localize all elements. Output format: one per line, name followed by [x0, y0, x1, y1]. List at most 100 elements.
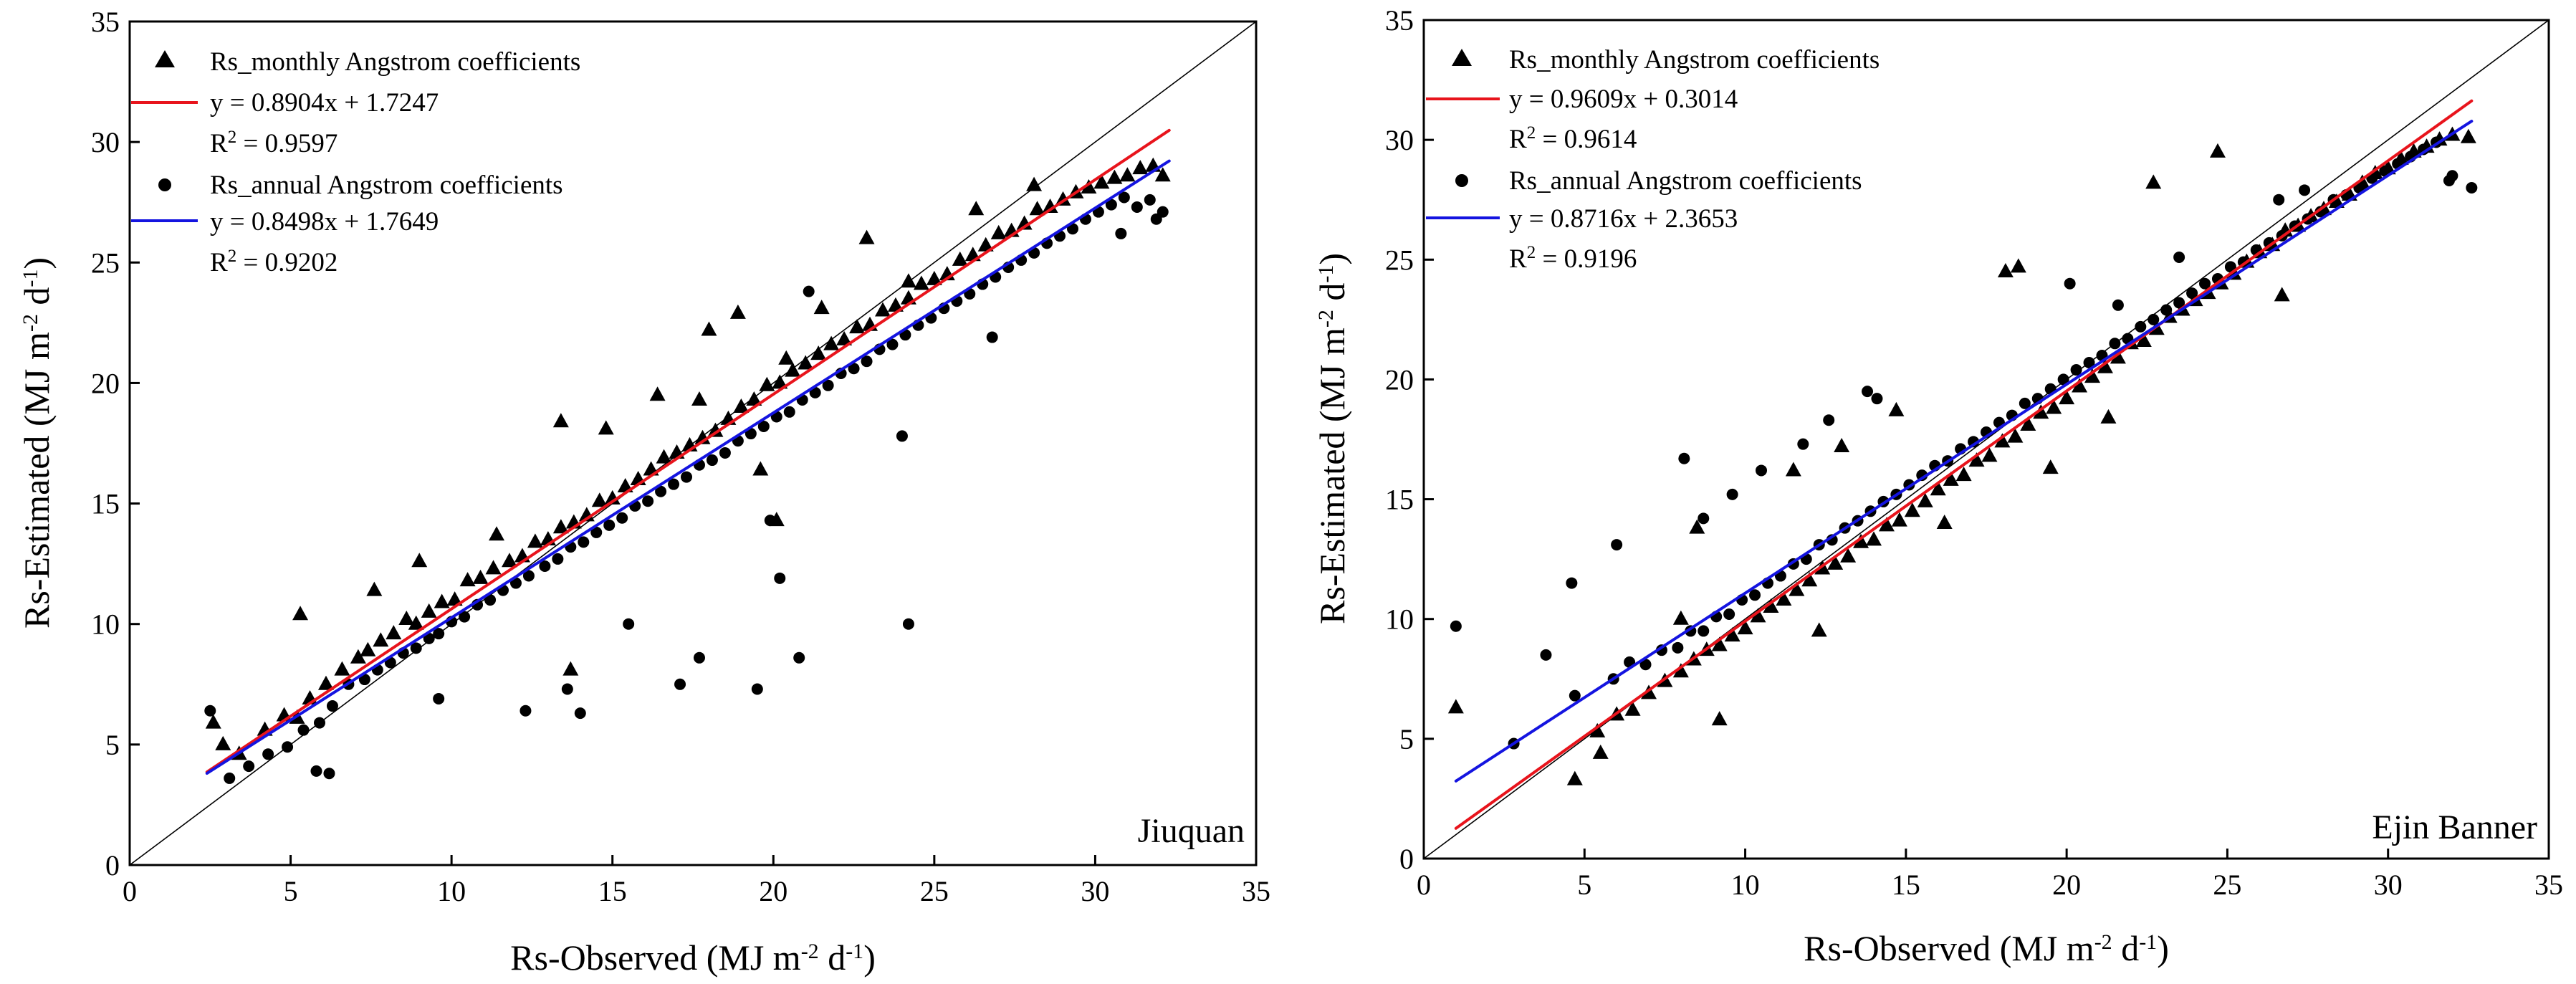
legend-series-monthly: Rs_monthly Angstrom coefficients — [1509, 45, 1880, 75]
triangle-point — [1592, 744, 1609, 759]
triangle-point — [1566, 770, 1583, 785]
triangle-point — [552, 519, 569, 534]
circle-point — [1450, 620, 1462, 632]
legend-r2-annual: R2 = 0.9202 — [210, 247, 337, 278]
circle-point — [2064, 277, 2076, 290]
triangle-point — [408, 615, 424, 630]
fit-line-monthly — [1454, 99, 2474, 830]
triangle-point — [411, 553, 428, 568]
triangle-point — [434, 593, 450, 608]
triangle-point — [1917, 492, 1933, 507]
circle-point — [668, 478, 680, 490]
circle-point — [809, 386, 821, 398]
triangle-point — [2059, 390, 2075, 405]
triangle-point — [360, 641, 376, 656]
y-tick-label: 15 — [91, 488, 120, 520]
triangle-point — [2110, 349, 2126, 364]
site-label: Ejin Banner — [2372, 808, 2537, 846]
y-tick-label: 20 — [91, 367, 120, 399]
legend-fit-equation-monthly: y = 0.8904x + 1.7247 — [210, 88, 439, 118]
triangle-point — [707, 422, 724, 437]
triangle-point — [1776, 591, 1792, 606]
triangle-point — [2046, 399, 2062, 414]
triangle-point — [1904, 502, 1920, 517]
triangle-point — [2033, 404, 2049, 419]
triangle-point — [1866, 531, 1882, 546]
triangle-point — [701, 321, 717, 336]
circle-point — [2135, 320, 2147, 333]
y-tick-label: 30 — [1385, 124, 1414, 156]
circle-point — [1723, 608, 1735, 621]
y-tick-label: 35 — [1385, 4, 1414, 37]
y-tick-label: 0 — [1399, 843, 1414, 875]
circle-point — [519, 704, 532, 717]
y-axis-label: Rs-Estimated (MJ m-2 d-1) — [16, 257, 57, 629]
circle-point — [313, 717, 325, 729]
triangle-point — [1119, 167, 1136, 182]
y-tick-label: 15 — [1385, 484, 1414, 516]
triangle-point — [398, 610, 415, 625]
triangle-point — [386, 625, 402, 640]
circle-point — [2263, 237, 2275, 249]
fit-lines-group — [1454, 99, 2474, 830]
circle-point — [655, 485, 667, 497]
triangle-point — [1042, 198, 1058, 213]
triangle-point — [952, 251, 968, 266]
triangle-point — [1711, 711, 1728, 726]
plot-frame — [1422, 19, 2550, 860]
triangle-point — [1997, 263, 2014, 277]
circle-point — [522, 570, 535, 582]
triangle-point — [2042, 459, 2059, 474]
triangle-point — [1624, 701, 1641, 716]
triangle-point — [2135, 332, 2152, 347]
circle-point — [297, 724, 310, 736]
circle-point — [681, 471, 693, 483]
triangle-point — [2020, 416, 2036, 431]
circle-point — [793, 651, 805, 664]
circle-point — [1749, 589, 1761, 601]
circle-point — [1150, 213, 1162, 225]
triangle-point — [334, 661, 350, 676]
circle-point — [243, 760, 255, 773]
triangle-point — [1724, 627, 1741, 642]
triangle-point — [1750, 608, 1766, 623]
triangle-point — [366, 581, 383, 596]
circle-point — [410, 642, 422, 654]
triangle-point — [1834, 438, 1850, 453]
triangle-point — [694, 429, 711, 444]
fit-lines-group — [205, 128, 1171, 775]
x-tick-label: 20 — [2052, 869, 2081, 901]
triangle-point — [2084, 368, 2101, 383]
circle-point — [552, 553, 564, 565]
circle-point — [2083, 357, 2095, 369]
triangle-point — [1891, 512, 1907, 527]
triangle-point — [1840, 548, 1857, 563]
circle-point — [2173, 297, 2185, 309]
fit-line-annual — [205, 159, 1171, 775]
circle-point — [616, 512, 628, 524]
y-tick-label: 20 — [1385, 363, 1414, 396]
triangle-point — [2010, 258, 2026, 273]
circle-point — [1698, 625, 1710, 637]
circle-point — [310, 765, 322, 777]
circle-point — [1797, 438, 1809, 450]
circle-point — [1756, 464, 1767, 477]
circle-point — [1862, 386, 1874, 398]
circle-point — [603, 519, 616, 531]
triangle-point — [1994, 433, 2011, 448]
triangle-point — [1589, 722, 1606, 737]
triangle-point — [421, 603, 437, 618]
legend-fit-equation-annual: y = 0.8716x + 2.3653 — [1509, 204, 1738, 234]
triangle-point — [778, 350, 795, 365]
circle-point — [2314, 206, 2327, 218]
triangle-point — [810, 345, 827, 360]
legend-series-annual: Rs_annual Angstrom coefficients — [1509, 166, 1862, 196]
y-tick-label: 10 — [91, 608, 120, 641]
triangle-point — [1154, 167, 1171, 182]
site-label: Jiuquan — [1138, 812, 1245, 850]
triangle-point — [501, 553, 517, 568]
x-axis-ticks: 0 5 10 15 20 25 30 35 — [1417, 849, 2563, 901]
triangle-point — [1026, 176, 1043, 191]
circle-point — [2224, 261, 2236, 273]
